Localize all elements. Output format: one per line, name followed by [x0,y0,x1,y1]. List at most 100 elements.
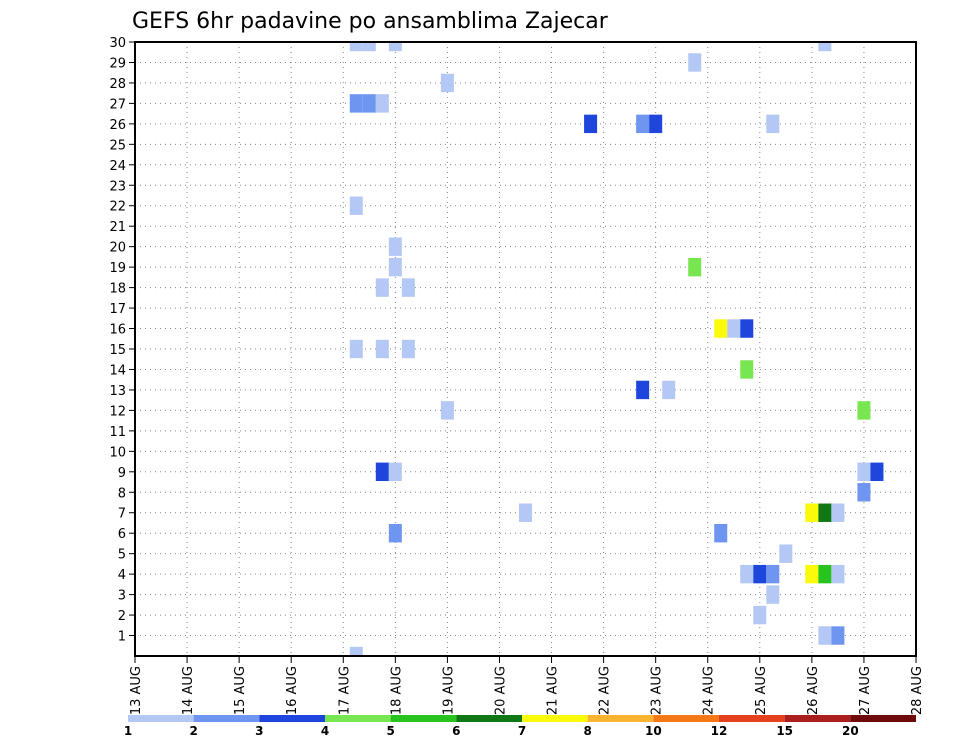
precip-cell [818,503,832,522]
colorbar-label: 10 [645,724,662,738]
precip-cell [636,380,650,400]
colorbar-swatch [784,715,851,722]
precip-cell [649,114,663,134]
y-tick-label: 12 [109,404,126,419]
y-tick-label: 13 [109,384,126,399]
precip-cell [349,94,363,113]
y-tick-label: 16 [109,323,126,338]
x-tick-label: 23 AUG [650,666,665,715]
x-tick-label: 28 AUG [910,666,925,715]
colorbar-swatch [259,715,325,722]
precip-cell [388,42,402,52]
colorbar-swatch [193,715,260,722]
y-tick-label: 26 [109,118,126,133]
precip-cell [714,523,728,543]
y-tick-label: 8 [118,486,126,501]
precip-cell [375,462,389,482]
chart-title: GEFS 6hr padavine po ansamblima Zajecar [132,9,609,34]
precip-cell [714,319,728,338]
y-tick-label: 15 [109,343,126,358]
precip-cell [349,339,363,359]
precip-cell [518,503,533,522]
y-tick-label: 7 [118,507,126,522]
x-tick-label: 18 AUG [389,666,404,715]
x-tick-label: 16 AUG [285,666,300,715]
precip-cell [375,278,389,297]
colorbar-swatch [587,715,654,722]
y-tick-label: 1 [118,630,126,645]
precip-cell [818,564,832,584]
precip-cell [388,523,402,543]
y-tick-label: 10 [109,445,126,460]
precip-cell [818,626,832,645]
y-tick-label: 25 [109,138,126,153]
precip-cell [362,94,376,113]
colorbar-swatch [325,715,391,722]
y-tick-label: 14 [109,363,126,378]
precip-cell [753,564,767,584]
precip-cell [440,401,454,420]
x-tick-label: 15 AUG [233,666,248,715]
y-tick-label: 17 [109,302,126,317]
precip-cell [349,42,363,52]
colorbar-label: 3 [255,724,263,738]
y-tick-label: 22 [109,200,126,215]
x-tick-label: 27 AUG [858,666,873,715]
precip-cell [779,544,793,563]
x-tick-label: 26 AUG [806,666,821,715]
x-tick-label: 24 AUG [702,666,717,715]
precip-cell [388,237,402,256]
colorbar-swatch [522,715,588,722]
colorbar-label: 12 [711,724,728,738]
x-tick-label: 21 AUG [546,666,561,715]
precip-cell [388,462,402,482]
y-tick-label: 3 [118,589,126,604]
y-axis: 1234567891011121314151617181920212223242… [109,36,135,645]
precip-cell [401,278,415,297]
precip-cell [870,462,884,482]
y-tick-label: 21 [109,220,126,235]
x-tick-label: 20 AUG [493,666,508,715]
precip-cell [349,646,363,656]
colorbar-swatch [456,715,522,722]
colorbar-label: 20 [842,724,859,738]
colorbar-swatch [390,715,457,722]
precip-cell [688,53,702,72]
precip-cell [766,564,780,584]
x-axis: 13 AUG 14 AUG 15 AUG 16 AUG 17 AUG 18 AUG 19 A… [129,656,925,715]
precip-cell [805,564,819,584]
colorbar-label: 6 [452,724,460,738]
x-tick-label: 25 AUG [754,666,769,715]
precip-cell [662,380,676,400]
precip-cell [740,360,754,379]
precip-cell [688,257,702,277]
precip-cell [349,196,363,215]
colorbar-label: 8 [583,724,591,738]
x-tick-label: 14 AUG [181,666,196,715]
precip-cell [753,605,767,625]
precip-cell [857,483,871,502]
x-tick-label: 17 AUG [337,666,352,715]
y-tick-label: 4 [118,568,126,583]
precip-cell [375,339,389,359]
colorbar-swatch [128,715,194,722]
y-tick-label: 2 [118,609,126,624]
y-tick-label: 29 [109,56,126,71]
precip-cell [818,42,832,52]
precip-cell [740,319,754,338]
colorbar-swatch [653,715,719,722]
x-tick-label: 22 AUG [598,666,613,715]
precip-cell [636,114,650,134]
precip-cell [831,503,845,522]
y-tick-label: 5 [118,548,126,563]
precip-cell [375,94,389,113]
precip-cell [766,585,780,604]
precip-cell [740,564,754,584]
y-tick-label: 9 [118,466,126,481]
y-tick-label: 28 [109,77,126,92]
colorbar: 1 2 3 4 5 6 7 8 10 12 15 20 [124,715,916,738]
colorbar-label: 7 [518,724,526,738]
precip-cell [831,564,845,584]
precip-cell [401,339,415,359]
